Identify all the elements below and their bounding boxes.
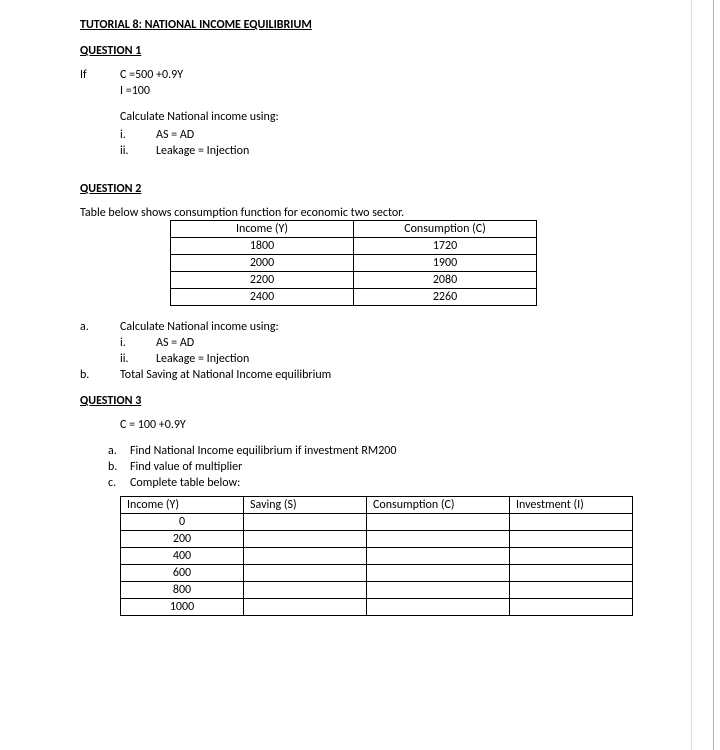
q1-calc: Calculate National income using: [80,110,650,124]
q3-th3: Consumption (C) [367,497,510,514]
q2-a2: Leakage = Injection [156,352,249,366]
table-cell: 2000 [171,255,354,272]
table-cell [367,514,510,531]
page-edge-line [713,0,714,750]
table-cell [367,548,510,565]
table-cell: 800 [121,582,244,599]
q3-a-label: a. [108,444,130,458]
table-cell: 200 [121,531,244,548]
table-cell: 2400 [171,289,354,306]
q1-m2-label: ii. [80,144,156,158]
table-cell [510,514,633,531]
q3-table: Income (Y) Saving (S) Consumption (C) In… [120,496,633,616]
q3-header: QUESTION 3 [80,394,650,408]
q2-th1: Income (Y) [171,221,354,238]
q3-th2: Saving (S) [244,497,367,514]
table-cell [510,548,633,565]
page-title: TUTORIAL 8: NATIONAL INCOME EQUILIBRIUM [80,18,650,32]
table-cell [510,582,633,599]
q1-i: I =100 [120,84,150,98]
q3-a: Find National Income equilibrium if inve… [130,444,396,458]
q3-b: Find value of multiplier [130,460,242,474]
q2-a2-label: ii. [80,352,156,366]
q3-b-label: b. [108,460,130,474]
table-cell [244,548,367,565]
table-cell: 1900 [354,255,537,272]
q1-m2: Leakage = Injection [156,144,249,158]
q2-a1: AS = AD [156,336,194,350]
table-cell: 400 [121,548,244,565]
q2-intro: Table below shows consumption function f… [80,206,650,220]
q2-b: Total Saving at National Income equilibr… [120,368,331,382]
table-cell: 2080 [354,272,537,289]
table-cell: 2260 [354,289,537,306]
table-cell [244,565,367,582]
if-label: If [80,68,120,82]
table-cell: 1720 [354,238,537,255]
table-cell: 600 [121,565,244,582]
q2-a1-label: i. [80,336,156,350]
q1-c: C =500 +0.9Y [120,68,183,82]
table-cell [244,531,367,548]
table-cell [510,565,633,582]
table-cell [367,565,510,582]
table-cell: 1800 [171,238,354,255]
q3-c-label: c. [108,476,130,490]
q3-eq: C = 100 +0.9Y [80,418,650,432]
table-cell [510,531,633,548]
table-cell [367,582,510,599]
table-cell [367,531,510,548]
q3-c: Complete table below: [130,476,240,490]
table-cell [510,599,633,616]
q2-b-label: b. [80,368,120,382]
table-cell: 0 [121,514,244,531]
q2-a: Calculate National income using: [120,320,279,334]
table-cell [244,599,367,616]
table-cell [244,514,367,531]
q3-th4: Investment (I) [510,497,633,514]
table-cell [244,582,367,599]
q2-header: QUESTION 2 [80,182,650,196]
page-margin-line [691,0,692,750]
q1-m1-label: i. [80,128,156,142]
q1-header: QUESTION 1 [80,44,650,58]
table-cell [367,599,510,616]
table-cell: 2200 [171,272,354,289]
q2-a-label: a. [80,320,120,334]
table-cell: 1000 [121,599,244,616]
q2-table: Income (Y)Consumption (C) 18001720 20001… [170,220,537,306]
q2-th2: Consumption (C) [354,221,537,238]
q1-m1: AS = AD [156,128,194,142]
q3-th1: Income (Y) [121,497,244,514]
